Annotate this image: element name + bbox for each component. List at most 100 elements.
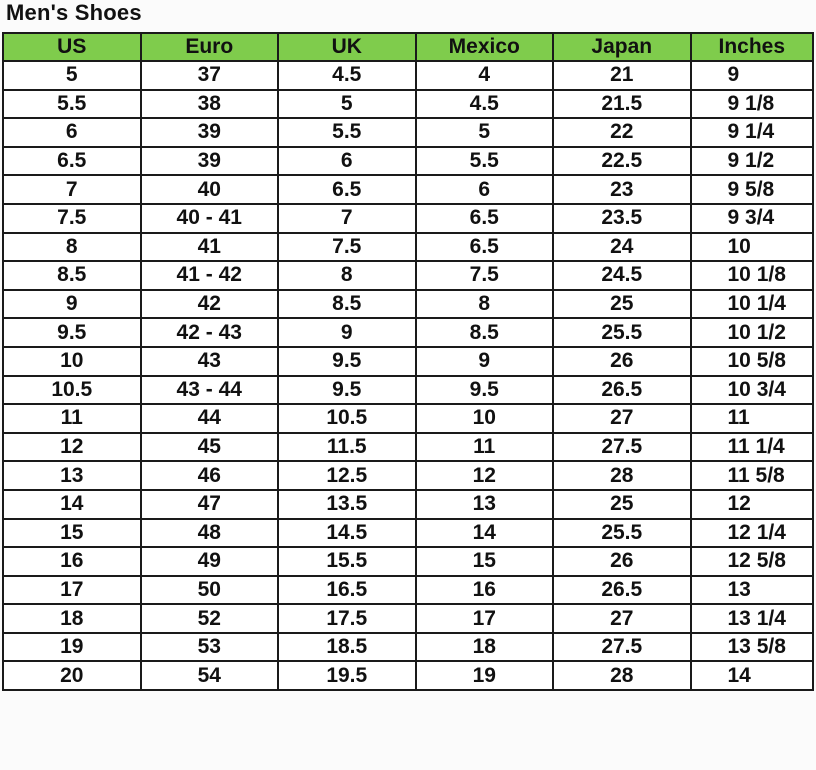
cell-uk: 18.5 bbox=[277, 631, 417, 663]
cell-us: 6 bbox=[2, 117, 142, 148]
cell-uk: 10.5 bbox=[277, 403, 417, 434]
cell-mexico: 17 bbox=[414, 603, 554, 634]
cell-us: 16 bbox=[2, 546, 142, 577]
table-row: 11 44 10.5 10 27 11 bbox=[2, 403, 814, 434]
table-row: 15 48 14.5 14 25.5 12 1/4 bbox=[2, 517, 814, 549]
column-header-uk: UK bbox=[277, 32, 417, 62]
cell-japan: 25 bbox=[552, 488, 692, 520]
cell-inches: 13 5/8 bbox=[689, 631, 814, 663]
cell-japan: 27 bbox=[552, 403, 692, 434]
table-row: 16 49 15.5 15 26 12 5/8 bbox=[2, 546, 814, 577]
cell-us: 9.5 bbox=[2, 317, 142, 348]
cell-inches: 9 1/2 bbox=[689, 145, 814, 177]
cell-japan: 27 bbox=[552, 603, 692, 634]
cell-uk: 5.5 bbox=[277, 117, 417, 148]
column-header-us: US bbox=[2, 32, 142, 62]
cell-mexico: 6.5 bbox=[414, 202, 554, 234]
cell-uk: 6 bbox=[277, 145, 417, 177]
cell-mexico: 8 bbox=[414, 288, 554, 320]
cell-japan: 23 bbox=[552, 174, 692, 205]
cell-uk: 7.5 bbox=[277, 231, 417, 263]
cell-mexico: 5.5 bbox=[414, 145, 554, 177]
cell-uk: 14.5 bbox=[277, 517, 417, 549]
cell-uk: 19.5 bbox=[277, 660, 417, 692]
cell-inches: 9 1/8 bbox=[689, 88, 814, 120]
cell-japan: 21.5 bbox=[552, 88, 692, 120]
cell-euro: 42 bbox=[139, 288, 279, 320]
cell-us: 18 bbox=[2, 603, 142, 634]
cell-euro: 40 bbox=[139, 174, 279, 205]
column-header-euro: Euro bbox=[139, 32, 279, 62]
table-row: 6.5 39 6 5.5 22.5 9 1/2 bbox=[2, 145, 814, 177]
table-row: 9.5 42 - 43 9 8.5 25.5 10 1/2 bbox=[2, 317, 814, 348]
cell-japan: 25 bbox=[552, 288, 692, 320]
column-header-inches: Inches bbox=[689, 32, 814, 62]
cell-euro: 48 bbox=[139, 517, 279, 549]
cell-us: 15 bbox=[2, 517, 142, 549]
cell-uk: 8 bbox=[277, 260, 417, 291]
cell-uk: 15.5 bbox=[277, 546, 417, 577]
cell-uk: 11.5 bbox=[277, 431, 417, 463]
cell-uk: 7 bbox=[277, 202, 417, 234]
cell-us: 8 bbox=[2, 231, 142, 263]
table-row: 10.5 43 - 44 9.5 9.5 26.5 10 3/4 bbox=[2, 374, 814, 406]
cell-inches: 11 bbox=[689, 403, 814, 434]
cell-us: 5.5 bbox=[2, 88, 142, 120]
table-row: 7.5 40 - 41 7 6.5 23.5 9 3/4 bbox=[2, 202, 814, 234]
cell-us: 9 bbox=[2, 288, 142, 320]
cell-euro: 44 bbox=[139, 403, 279, 434]
cell-japan: 28 bbox=[552, 660, 692, 692]
cell-euro: 41 - 42 bbox=[139, 260, 279, 291]
cell-uk: 9.5 bbox=[277, 374, 417, 406]
cell-japan: 21 bbox=[552, 60, 692, 91]
cell-uk: 12.5 bbox=[277, 460, 417, 491]
cell-inches: 10 5/8 bbox=[689, 345, 814, 377]
cell-euro: 50 bbox=[139, 574, 279, 606]
cell-mexico: 4.5 bbox=[414, 88, 554, 120]
table-row: 6 39 5.5 5 22 9 1/4 bbox=[2, 117, 814, 148]
table-row: 5 37 4.5 4 21 9 bbox=[2, 60, 814, 91]
cell-euro: 38 bbox=[139, 88, 279, 120]
cell-us: 6.5 bbox=[2, 145, 142, 177]
cell-inches: 12 1/4 bbox=[689, 517, 814, 549]
cell-euro: 54 bbox=[139, 660, 279, 692]
page-title: Men's Shoes bbox=[6, 0, 142, 25]
cell-us: 20 bbox=[2, 660, 142, 692]
cell-uk: 9 bbox=[277, 317, 417, 348]
table-row: 8 41 7.5 6.5 24 10 bbox=[2, 231, 814, 263]
cell-mexico: 16 bbox=[414, 574, 554, 606]
table-row: 8.5 41 - 42 8 7.5 24.5 10 1/8 bbox=[2, 260, 814, 291]
cell-uk: 6.5 bbox=[277, 174, 417, 205]
cell-mexico: 19 bbox=[414, 660, 554, 692]
cell-us: 10.5 bbox=[2, 374, 142, 406]
table-row: 19 53 18.5 18 27.5 13 5/8 bbox=[2, 631, 814, 663]
cell-inches: 14 bbox=[689, 660, 814, 692]
cell-mexico: 14 bbox=[414, 517, 554, 549]
cell-uk: 8.5 bbox=[277, 288, 417, 320]
cell-japan: 24.5 bbox=[552, 260, 692, 291]
cell-euro: 37 bbox=[139, 60, 279, 91]
cell-japan: 26 bbox=[552, 546, 692, 577]
table-header-row: US Euro UK Mexico Japan Inches bbox=[2, 32, 814, 62]
cell-euro: 47 bbox=[139, 488, 279, 520]
column-header-mexico: Mexico bbox=[414, 32, 554, 62]
cell-mexico: 9.5 bbox=[414, 374, 554, 406]
cell-us: 7.5 bbox=[2, 202, 142, 234]
cell-mexico: 13 bbox=[414, 488, 554, 520]
table-row: 12 45 11.5 11 27.5 11 1/4 bbox=[2, 431, 814, 463]
cell-japan: 27.5 bbox=[552, 431, 692, 463]
cell-japan: 25.5 bbox=[552, 317, 692, 348]
cell-uk: 5 bbox=[277, 88, 417, 120]
cell-us: 14 bbox=[2, 488, 142, 520]
cell-japan: 27.5 bbox=[552, 631, 692, 663]
cell-euro: 39 bbox=[139, 117, 279, 148]
size-chart-table: US Euro UK Mexico Japan Inches 5 37 4.5 4 21 9 5.5 3… bbox=[2, 32, 814, 692]
cell-uk: 13.5 bbox=[277, 488, 417, 520]
cell-mexico: 12 bbox=[414, 460, 554, 491]
cell-inches: 13 bbox=[689, 574, 814, 606]
cell-inches: 11 1/4 bbox=[689, 431, 814, 463]
cell-uk: 16.5 bbox=[277, 574, 417, 606]
cell-japan: 26 bbox=[552, 345, 692, 377]
cell-euro: 43 bbox=[139, 345, 279, 377]
cell-euro: 52 bbox=[139, 603, 279, 634]
